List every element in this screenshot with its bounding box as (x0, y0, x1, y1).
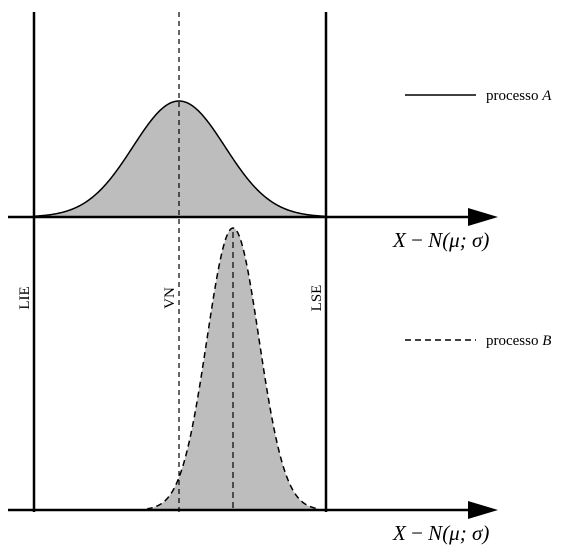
lie-label: LIE (17, 286, 33, 309)
upper-axis-params: (μ; σ) (442, 228, 489, 252)
upper-axis-arrow-icon (468, 208, 498, 226)
lower-axis-var: X (392, 521, 407, 545)
legend-a-word: processo (486, 88, 542, 104)
legend-b-letter: B (542, 333, 551, 349)
legend-b-word: processo (486, 333, 542, 349)
legend-a-text: processo A (486, 88, 552, 104)
lower-axis-params: (μ; σ) (442, 521, 489, 545)
vn-label: VN (162, 287, 178, 309)
lower-axis-arrow-icon (468, 501, 498, 519)
upper-axis-var: X (392, 228, 407, 252)
upper-axis-mid: − (406, 228, 428, 252)
upper-axis-title: X − N(μ; σ) (392, 228, 489, 252)
upper-axis-dist: N (427, 228, 443, 252)
lower-axis-mid: − (406, 521, 428, 545)
lse-label: LSE (309, 285, 325, 312)
lower-axis-dist: N (427, 521, 443, 545)
lower-axis-title: X − N(μ; σ) (392, 521, 489, 545)
legend-b-text: processo B (486, 333, 551, 349)
legend-a-letter: A (541, 88, 552, 104)
process-b-curve (147, 227, 319, 511)
